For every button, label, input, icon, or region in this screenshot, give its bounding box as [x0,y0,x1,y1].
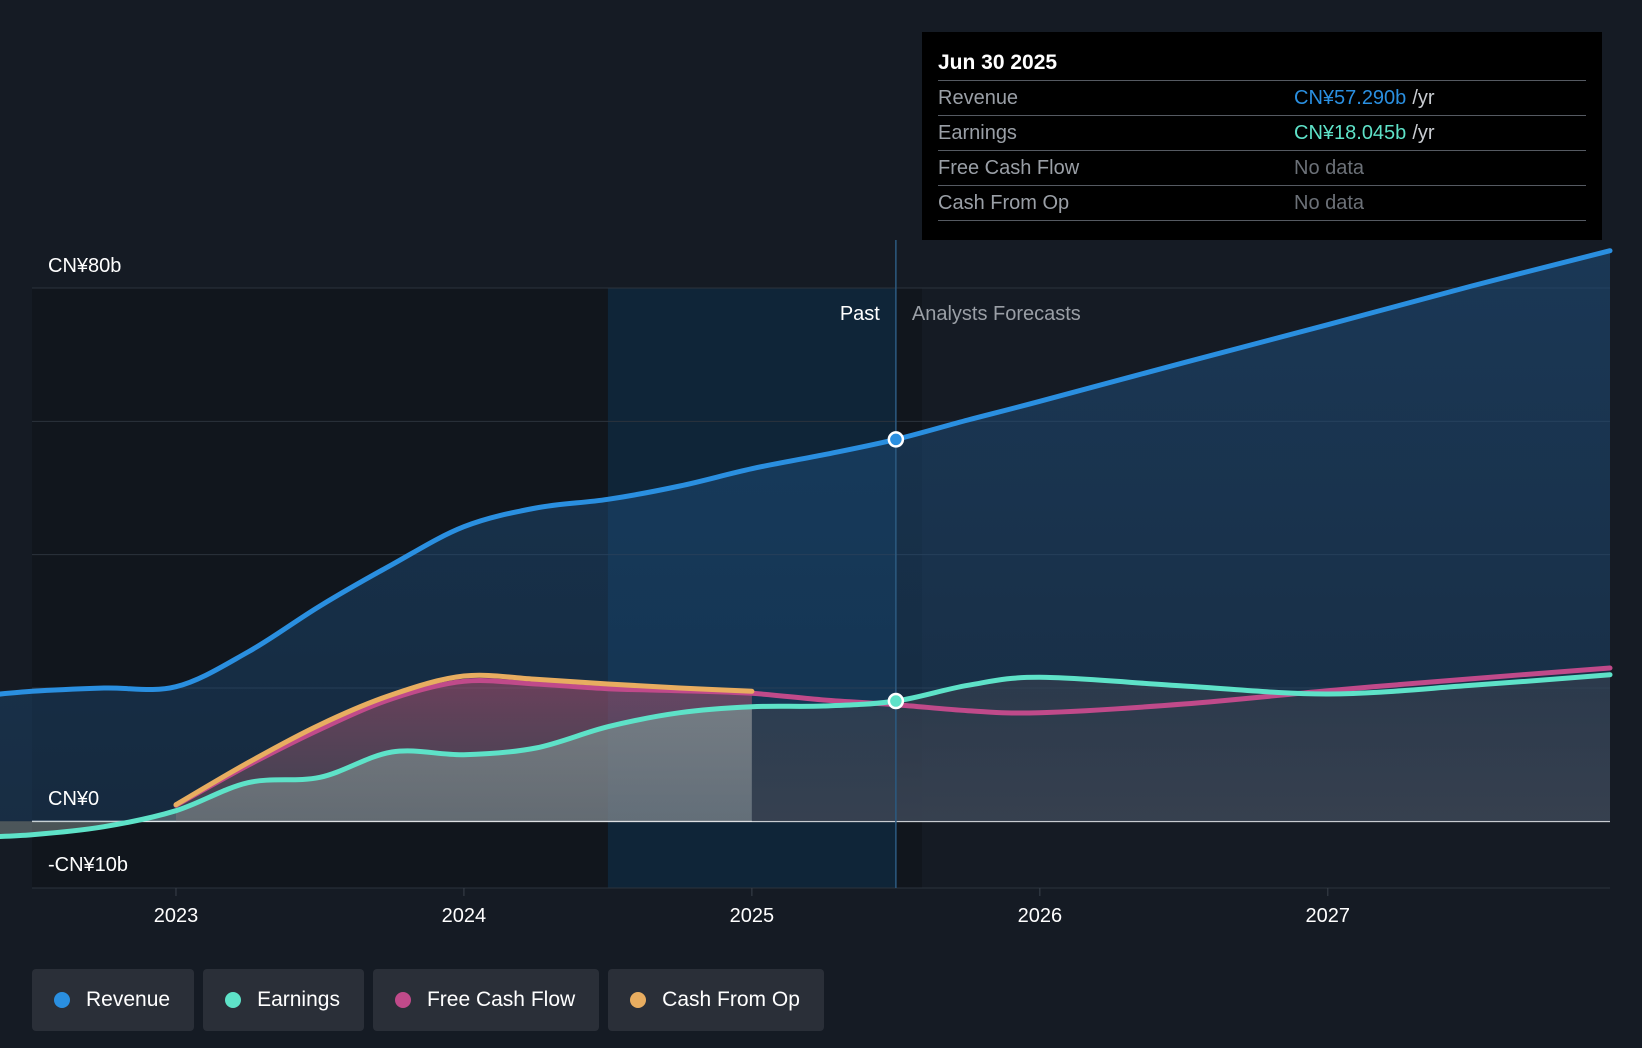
x-tick-label: 2024 [442,905,487,927]
revenue-area [0,250,1610,822]
tooltip-row-label: Cash From Op [938,192,1070,214]
tooltip-row-value: No data [1294,157,1365,179]
earnings-marker [887,692,905,710]
legend-item-earnings[interactable]: Earnings [203,969,364,1031]
y-axis-label-zero: CN¥0 [48,788,99,810]
tooltip-row-revenue: Revenue CN¥57.290b /yr [938,81,1586,116]
legend-label: Cash From Op [662,988,800,1011]
tooltip: Jun 30 2025 Revenue CN¥57.290b /yr Earni… [922,32,1602,240]
revenue-line [0,248,1613,697]
legend-item-free-cash-flow[interactable]: Free Cash Flow [372,969,600,1031]
tooltip-row-value: CN¥18.045b [1294,122,1407,144]
legend-dot-icon [225,992,242,1008]
tooltip-row-earnings: Earnings CN¥18.045b /yr [938,116,1586,151]
tooltip-row-label: Free Cash Flow [938,157,1080,179]
tooltip-row-label: Earnings [938,122,1017,144]
tooltip-row-value: No data [1294,192,1365,214]
legend: Revenue Earnings Free Cash Flow Cash Fro… [32,969,824,1031]
legend-dot-icon [394,992,411,1008]
legend-label: Revenue [86,988,171,1011]
series-areas [0,250,1610,837]
y-axis-label-bottom: -CN¥10b [48,854,128,876]
x-tick-label: 2026 [1018,905,1063,927]
tooltip-row-label: Revenue [938,87,1019,109]
cash-from-op-line [173,672,755,808]
revenue-marker [887,431,905,448]
series-lines [0,248,1613,839]
past-label: Past [840,303,880,325]
x-axis-ticks: 2023 2024 2025 2026 2027 [154,888,1350,927]
x-tick-label: 2027 [1306,905,1351,927]
chart: CN¥80b CN¥0 -CN¥10b Past Analysts Foreca… [0,240,1613,927]
tooltip-row-cash-from-op: Cash From Op No data [938,186,1586,221]
x-tick-label: 2025 [730,905,775,927]
x-tick-label: 2023 [154,905,199,927]
markers [887,431,905,710]
tooltip-date: Jun 30 2025 [938,46,1586,81]
legend-item-cash-from-op[interactable]: Cash From Op [608,969,824,1031]
tooltip-row-unit: /yr [1412,87,1435,109]
legend-dot-icon [54,992,70,1008]
legend-label: Earnings [257,988,340,1011]
y-axis-label-top: CN¥80b [48,255,121,277]
forecast-label: Analysts Forecasts [912,303,1081,325]
tooltip-row-free-cash-flow: Free Cash Flow No data [938,151,1586,186]
earnings-area [0,706,752,837]
legend-dot-icon [630,992,647,1008]
tooltip-row-unit: /yr [1412,122,1435,144]
earnings-line [0,672,1613,839]
tooltip-row-value: CN¥57.290b [1294,87,1407,109]
legend-label: Free Cash Flow [426,988,576,1011]
legend-item-revenue[interactable]: Revenue [32,969,195,1031]
